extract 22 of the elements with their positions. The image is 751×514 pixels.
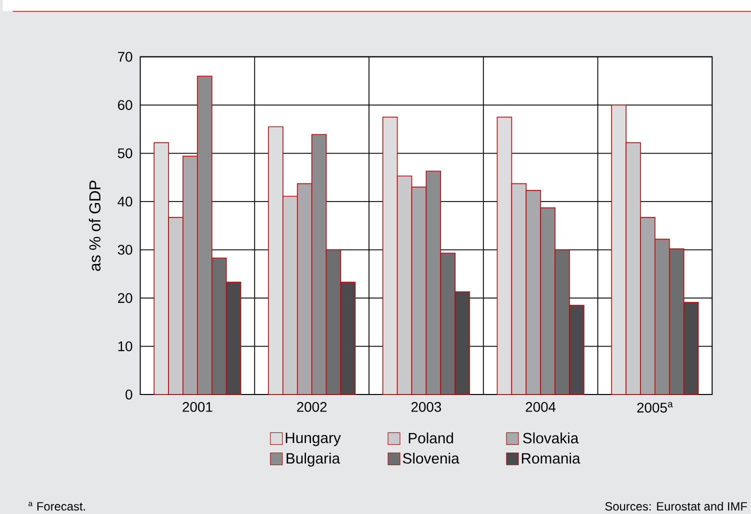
legend-label: Slovakia xyxy=(523,432,579,444)
y-tick-label: 60 xyxy=(118,100,132,110)
source-note: Sources: Eurostat and IMF xyxy=(605,502,748,511)
y-tick-label: 20 xyxy=(118,293,132,303)
y-tick-label: 50 xyxy=(118,148,132,158)
legend-label: Poland xyxy=(408,432,454,444)
y-tick-label: 30 xyxy=(118,244,132,255)
y-tick-label: 40 xyxy=(118,196,132,206)
legend-label: Slovenia xyxy=(402,452,460,464)
text: $^{a}$ Forecast. xyxy=(28,502,85,511)
x-tick-label: 2002 xyxy=(297,402,327,412)
legend-label: Bulgaria xyxy=(286,452,340,467)
y-tick-label: 10 xyxy=(118,341,132,352)
x-tick-label: 2001 xyxy=(182,402,212,412)
y-tick-label: 70 xyxy=(118,52,132,62)
y-tick-label: 0 xyxy=(126,390,132,400)
x-tick-label: 2004 xyxy=(526,402,556,412)
legend-label: Hungary xyxy=(286,432,341,446)
y-axis-title: as % of GDP xyxy=(88,180,101,271)
x-tick-label: 2005$^{a}$ xyxy=(637,402,673,413)
legend-label: Romania xyxy=(522,452,580,464)
x-tick-label: 2003 xyxy=(411,402,442,412)
